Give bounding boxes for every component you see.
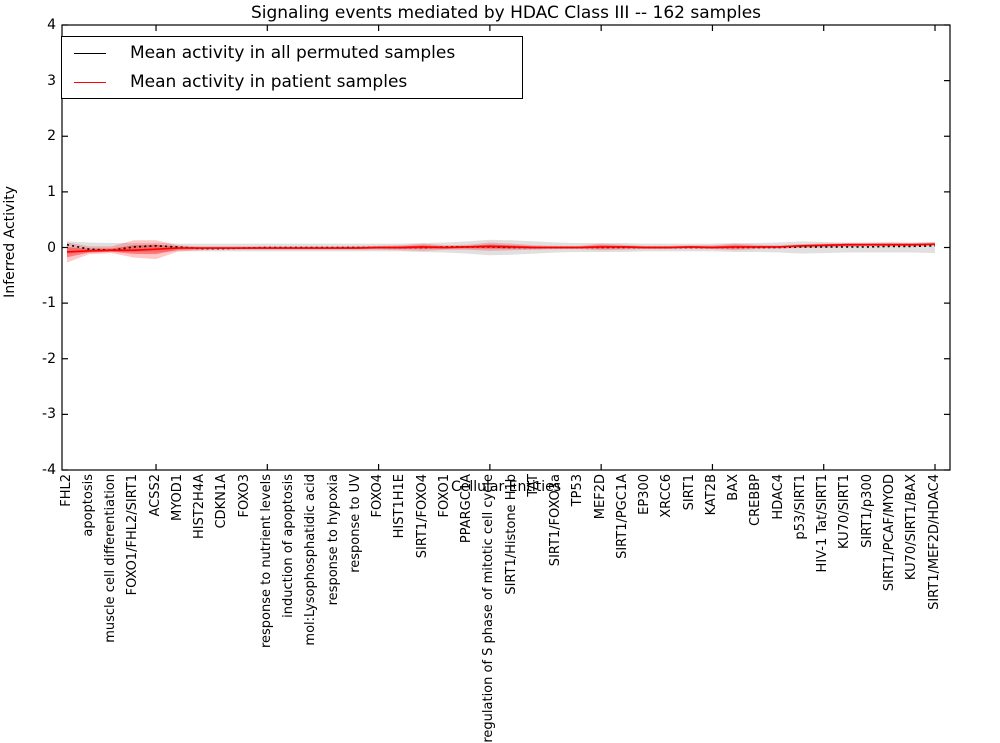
legend-item-patient: Mean activity in patient samples xyxy=(62,69,522,95)
x-tick-label: MYOD1 xyxy=(169,474,185,521)
x-tick-label: HIV-1 Tat/SIRT1 xyxy=(815,474,831,573)
x-tick-label: ACSS2 xyxy=(147,474,163,517)
y-tick-label: -1 xyxy=(42,295,56,312)
y-tick-label: 4 xyxy=(47,17,56,33)
y-tick-label: 0 xyxy=(47,239,56,256)
x-tick-label: FOXO1/FHL2/SIRT1 xyxy=(125,474,141,596)
x-tick-label: SIRT1/p300 xyxy=(859,474,875,548)
x-tick-label: SIRT1/PGC1A xyxy=(614,474,630,559)
x-tick-label: SIRT1/FOXO4 xyxy=(414,474,430,559)
x-tick-label: SIRT1 xyxy=(681,474,697,511)
x-tick-label: response to nutrient levels xyxy=(258,474,274,649)
legend: Mean activity in all permuted samples Me… xyxy=(61,36,523,99)
x-tick-label: TP53 xyxy=(570,474,586,507)
red-line-swatch-icon xyxy=(74,81,106,83)
y-tick-label: -2 xyxy=(42,350,56,367)
x-tick-label: SIRT1/Histone H1b xyxy=(503,474,519,595)
x-tick-label: BAX xyxy=(726,474,742,501)
y-tick-label: 2 xyxy=(47,128,56,145)
x-tick-label: p53/SIRT1 xyxy=(792,474,808,540)
patient-confidence-band-outer xyxy=(67,240,935,263)
x-tick-label: FOXO1 xyxy=(436,474,452,518)
black-line-swatch-icon xyxy=(74,52,106,54)
y-tick-label: 1 xyxy=(47,183,56,200)
x-tick-label: apoptosis xyxy=(80,474,96,537)
x-tick-label: PPARGC1A xyxy=(459,474,475,544)
x-tick-label: response to hypoxia xyxy=(325,474,341,606)
x-tick-label: TAT xyxy=(525,474,541,497)
x-tick-label: FHL2 xyxy=(58,474,74,507)
y-axis-label: Inferred Activity xyxy=(2,186,18,298)
x-tick-label: EP300 xyxy=(637,474,653,515)
x-tick-label: FOXO3 xyxy=(236,474,252,518)
x-tick-label: induction of apoptosis xyxy=(281,474,297,618)
x-tick-label: KU70/SIRT1 xyxy=(837,474,853,549)
x-tick-label: response to UV xyxy=(347,474,363,573)
x-tick-label: XRCC6 xyxy=(659,474,675,518)
x-tick-label: SIRT1/MEF2D/HDAC4 xyxy=(926,474,942,610)
y-tick-label: -3 xyxy=(42,406,56,423)
x-tick-label: regulation of S phase of mitotic cell cy… xyxy=(481,474,497,743)
x-tick-label: CREBBP xyxy=(748,474,764,526)
x-axis-label: Cellular Entities xyxy=(450,479,562,495)
y-tick-label: -4 xyxy=(42,462,56,478)
x-tick-label: SIRT1/PCAF/MYOD xyxy=(881,474,897,592)
x-tick-label: HIST1H1E xyxy=(392,474,408,539)
legend-label: Mean activity in all permuted samples xyxy=(130,43,456,63)
figure: Signaling events mediated by HDAC Class … xyxy=(2,3,951,743)
legend-label: Mean activity in patient samples xyxy=(130,72,408,92)
x-tick-label: KU70/SIRT1/BAX xyxy=(904,474,920,581)
x-tick-label: SIRT1/FOXO3a xyxy=(548,474,564,567)
x-tick-label: KAT2B xyxy=(703,474,719,516)
plot-canvas xyxy=(61,24,951,471)
x-tick-label: MEF2D xyxy=(592,474,608,520)
x-tick-label: FOXO4 xyxy=(370,474,386,518)
legend-item-permuted: Mean activity in all permuted samples xyxy=(62,40,522,66)
x-tick-label: CDKN1A xyxy=(214,474,230,529)
chart-title: Signaling events mediated by HDAC Class … xyxy=(250,3,762,23)
y-tick-label: 3 xyxy=(47,72,56,89)
x-tick-label: muscle cell differentiation xyxy=(103,474,118,643)
x-tick-label: HDAC4 xyxy=(770,474,786,520)
patient-mean-line xyxy=(66,243,936,253)
x-tick-label: HIST2H4A xyxy=(192,474,208,540)
